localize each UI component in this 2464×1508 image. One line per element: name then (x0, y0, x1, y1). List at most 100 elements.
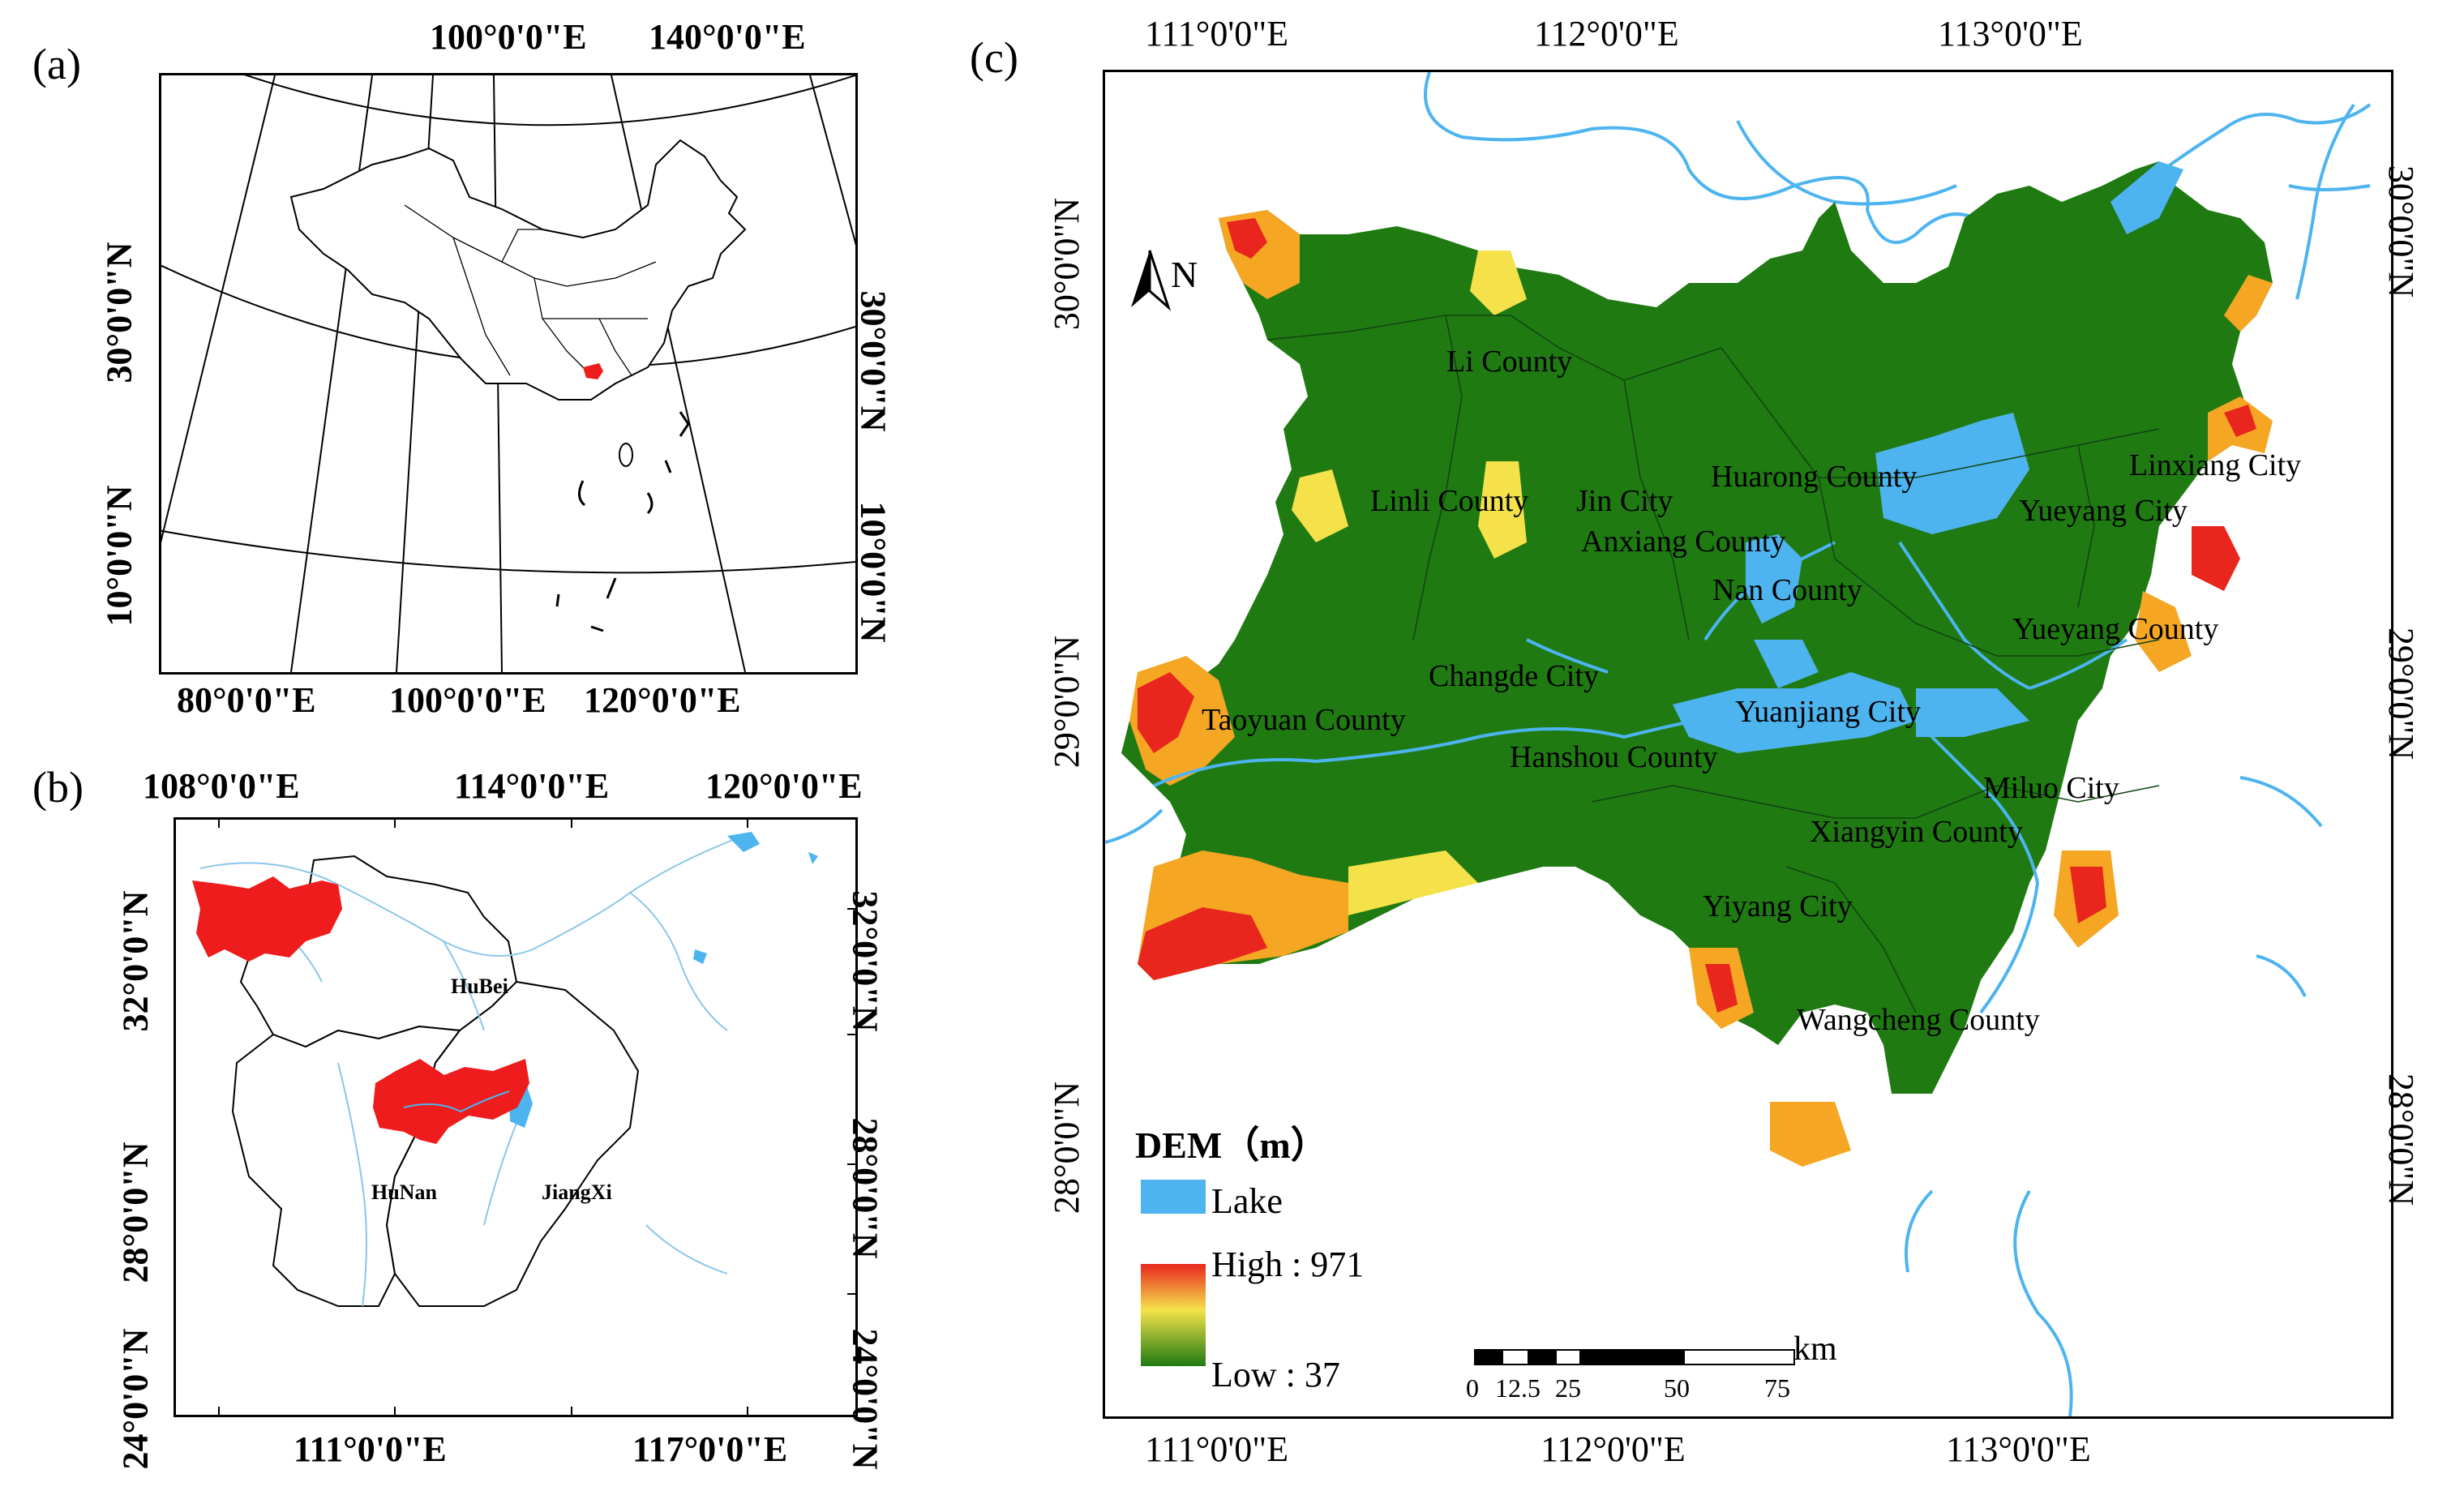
panel-b-top-tick-2: 114°0'0"E (454, 766, 610, 806)
legend-lake-swatch (1141, 1180, 1206, 1214)
city-label-linxiang-city: Linxiang City (2129, 448, 2302, 482)
graticule-line (611, 75, 746, 672)
panel-a-bottom-tick-3: 120°0'0"E (584, 680, 741, 720)
region-label-hunan: HuNan (371, 1180, 437, 1204)
panel-a-right-tick-1: 30°0'0"N (853, 290, 893, 432)
province-line (566, 261, 657, 287)
graticule-line (809, 75, 855, 246)
panel-b-letter: (b) (32, 763, 84, 812)
panel-a-top-tick-2: 140°0'0"E (649, 17, 806, 57)
region-label-jiangxi: JiangXi (542, 1180, 612, 1204)
city-label-xiangyin-county: Xiangyin County (1810, 815, 2023, 849)
high-elevation-areas (1129, 210, 2273, 1167)
panel-c-left-tick-3: 28°0'0"N (1047, 1081, 1087, 1215)
island (646, 492, 653, 515)
legend-low-label: Low : 37 (1211, 1355, 1340, 1394)
panel-a-right-tick-2: 10°0'0"N (853, 501, 893, 643)
city-label-changde-city: Changde City (1429, 659, 1600, 693)
city-label-wangcheng-county: Wangcheng County (1797, 1003, 2040, 1037)
panel-a-left-tick-1: 30°0'0"N (99, 242, 139, 383)
panel-b-map (174, 817, 858, 1417)
panel-b-left-tick-2: 28°0'0"N (115, 1142, 156, 1283)
scale-bar-label-0: 0 (1466, 1373, 1479, 1403)
panel-b-top-tick-3: 120°0'0"E (705, 766, 863, 806)
panel-a-letter: (a) (32, 40, 81, 88)
panel-b-bottom-tick-1: 111°0'0"E (294, 1429, 447, 1469)
graticule-line (244, 75, 855, 126)
panel-b-right-tick-3: 24°0'0"N (845, 1328, 885, 1470)
panel-b-top-tick-1: 108°0'0"E (143, 766, 300, 806)
district-boundaries (1266, 315, 2160, 1013)
panel-a-map (159, 73, 858, 675)
north-arrow-label: N (1171, 254, 1198, 295)
scale-bar-label-25: 25 (1555, 1373, 1581, 1403)
scale-bar-label-75: 75 (1764, 1373, 1790, 1403)
legend-title: DEM（m） (1135, 1125, 1328, 1166)
island (590, 625, 604, 632)
panel-c-bottom-tick-1: 111°0'0"E (1145, 1429, 1289, 1469)
province-line (501, 229, 542, 263)
lake (693, 949, 707, 964)
panel-c-bottom-tick-2: 112°0'0"E (1541, 1429, 1686, 1469)
panel-a-top-tick-1: 100°0'0"E (430, 17, 587, 57)
panel-c-right-tick-1: 30°0'0"N (2381, 165, 2422, 298)
city-label-jin-city: Jin City (1576, 484, 1673, 518)
scale-bar (1474, 1349, 1795, 1365)
scale-bar-label-12-5: 12.5 (1495, 1373, 1541, 1403)
study-area-highlight (583, 363, 603, 379)
legend-dem-gradient (1141, 1264, 1206, 1366)
panel-c-left-tick-2: 29°0'0"N (1047, 635, 1087, 769)
panel-a-bottom-tick-2: 100°0'0"E (389, 680, 546, 720)
rivers-outside (1105, 72, 2372, 1416)
region-label-hubei: HuBei (451, 975, 508, 998)
panel-b-right-tick-1: 32°0'0"N (845, 890, 885, 1032)
city-label-yuanjiang-city: Yuanjiang City (1735, 695, 1922, 729)
river (645, 1224, 728, 1275)
panel-c-bottom-tick-3: 113°0'0"E (1946, 1429, 2091, 1469)
panel-a-bottom-tick-1: 80°0'0"E (177, 680, 316, 720)
panel-b-left-tick-1: 32°0'0"N (115, 890, 156, 1032)
city-label-yueyang-county: Yueyang County (2012, 612, 2219, 646)
panel-a-china-map (161, 75, 855, 672)
island (679, 411, 690, 437)
graticule-line (161, 529, 855, 574)
lake (808, 852, 818, 864)
graticule-line (290, 75, 373, 672)
panel-c-top-tick-2: 112°0'0"E (1534, 14, 1679, 54)
panel-b-bottom-tick-2: 117°0'0"E (632, 1429, 788, 1469)
panel-a-left-tick-2: 10°0'0"N (99, 485, 139, 627)
city-label-linli-county: Linli County (1370, 484, 1529, 518)
island (606, 577, 617, 599)
panel-c-right-tick-3: 28°0'0"N (2381, 1073, 2422, 1206)
island (555, 593, 560, 607)
city-label-nan-county: Nan County (1712, 573, 1862, 607)
panel-c-left-tick-1: 30°0'0"N (1047, 197, 1087, 331)
city-label-taoyuan-county: Taoyuan County (1202, 703, 1406, 737)
scale-bar-label-50: 50 (1664, 1373, 1690, 1403)
province-line (534, 277, 592, 376)
yangtze-river (199, 835, 744, 957)
city-label-hanshou-county: Hanshou County (1510, 740, 1718, 774)
study-area-highlight (192, 876, 342, 962)
hainan-island (619, 443, 633, 467)
panel-c-letter: (c) (970, 33, 1018, 82)
island (664, 460, 672, 473)
panel-c-right-tick-2: 29°0'0"N (2381, 627, 2422, 760)
city-label-anxiang-county: Anxiang County (1581, 525, 1786, 559)
panel-b-provinces-map (192, 820, 855, 1415)
province-line (598, 318, 632, 376)
graticule-line (161, 75, 276, 543)
scale-bar-unit: km (1793, 1330, 1837, 1368)
panel-c-dem-map (1105, 72, 2372, 1416)
panel-b-left-tick-3: 24°0'0"N (115, 1328, 156, 1470)
river (443, 940, 485, 1031)
city-label-yueyang-city: Yueyang City (2019, 494, 2188, 528)
lakes-inside (1673, 161, 2183, 753)
province-line (452, 237, 511, 376)
city-label-yiyang-city: Yiyang City (1703, 889, 1853, 923)
north-arrow-icon (1131, 250, 1172, 311)
river (337, 1062, 367, 1307)
panel-c-top-tick-1: 111°0'0"E (1145, 14, 1289, 54)
legend-lake-label: Lake (1211, 1181, 1283, 1221)
city-label-miluo-city: Miluo City (1983, 771, 2119, 805)
